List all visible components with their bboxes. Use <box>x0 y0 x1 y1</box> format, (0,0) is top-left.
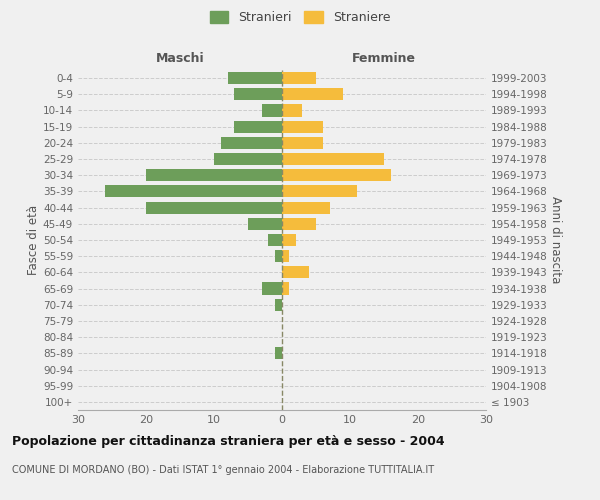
Bar <box>275 348 282 360</box>
Text: Popolazione per cittadinanza straniera per età e sesso - 2004: Popolazione per cittadinanza straniera p… <box>12 435 445 448</box>
Y-axis label: Anni di nascita: Anni di nascita <box>548 196 562 284</box>
Bar <box>262 282 282 294</box>
Bar <box>282 169 391 181</box>
Bar <box>282 186 357 198</box>
Y-axis label: Fasce di età: Fasce di età <box>27 205 40 275</box>
Bar <box>282 72 316 84</box>
Bar <box>282 234 296 246</box>
Bar <box>262 104 282 117</box>
Bar <box>282 88 343 101</box>
Bar <box>282 153 384 165</box>
Bar <box>282 250 289 262</box>
Bar <box>235 120 282 132</box>
Bar <box>268 234 282 246</box>
Text: Maschi: Maschi <box>155 52 205 65</box>
Bar <box>282 218 316 230</box>
Bar <box>282 266 309 278</box>
Bar <box>146 169 282 181</box>
Bar <box>282 120 323 132</box>
Bar <box>105 186 282 198</box>
Bar <box>146 202 282 213</box>
Text: COMUNE DI MORDANO (BO) - Dati ISTAT 1° gennaio 2004 - Elaborazione TUTTITALIA.IT: COMUNE DI MORDANO (BO) - Dati ISTAT 1° g… <box>12 465 434 475</box>
Bar <box>275 298 282 311</box>
Bar <box>275 250 282 262</box>
Bar <box>282 104 302 117</box>
Legend: Stranieri, Straniere: Stranieri, Straniere <box>205 6 395 29</box>
Bar <box>248 218 282 230</box>
Bar <box>282 137 323 149</box>
Bar <box>221 137 282 149</box>
Bar <box>235 88 282 101</box>
Text: Femmine: Femmine <box>352 52 416 65</box>
Bar <box>227 72 282 84</box>
Bar <box>282 282 289 294</box>
Bar <box>282 202 329 213</box>
Bar <box>214 153 282 165</box>
